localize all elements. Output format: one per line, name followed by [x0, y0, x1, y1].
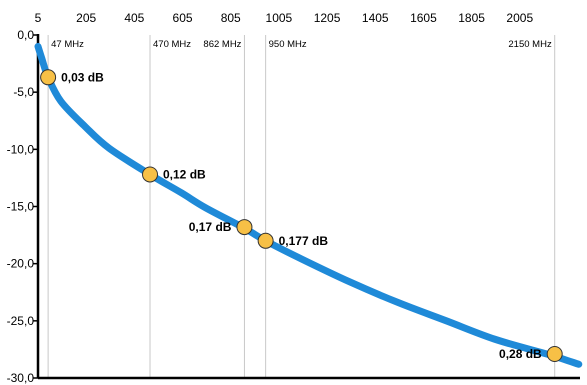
data-label: 0,12 dB — [163, 167, 206, 181]
y-tick-label: -15,0 — [7, 200, 35, 214]
frequency-label: 470 MHz — [153, 39, 191, 50]
x-tick-label: 605 — [173, 11, 193, 25]
data-point-marker — [257, 232, 274, 249]
x-tick-label: 1205 — [314, 11, 341, 25]
x-tick-label: 5 — [35, 11, 42, 25]
x-tick-label: 1805 — [458, 11, 485, 25]
frequency-label: 47 MHz — [51, 39, 84, 50]
data-label: 0,03 dB — [61, 70, 104, 84]
x-tick-labels: 5 205 405 605 805 1005 1205 1405 1605 1805 2005 — [35, 11, 534, 25]
y-tick-label: -5,0 — [13, 85, 34, 99]
x-tick-label: 1005 — [266, 11, 293, 25]
marker-labels: 0,03 dB 0,12 dB 0,17 dB 0,177 dB 0,28 dB — [61, 70, 542, 361]
frequency-label: 2150 MHz — [508, 39, 552, 50]
data-label: 0,177 dB — [279, 234, 329, 248]
x-tick-label: 405 — [124, 11, 144, 25]
y-tick-label: -10,0 — [7, 142, 35, 156]
frequency-label: 950 MHz — [269, 39, 307, 50]
y-tick-label: -30,0 — [7, 371, 35, 385]
y-tick-label: -25,0 — [7, 314, 35, 328]
data-point-marker — [236, 219, 253, 236]
markers-group — [40, 69, 563, 362]
series-group — [34, 42, 583, 368]
x-tick-label: 805 — [221, 11, 241, 25]
x-tick-label: 1605 — [410, 11, 437, 25]
data-point-marker — [142, 166, 159, 183]
data-point-marker — [546, 345, 563, 362]
x-tick-label: 205 — [76, 11, 96, 25]
attenuation-series-line — [34, 42, 583, 368]
data-label: 0,17 dB — [189, 220, 232, 234]
axes — [33, 34, 580, 380]
x-tick-label: 2005 — [506, 11, 533, 25]
grid-lines — [47, 35, 556, 378]
y-tick-label: 0,0 — [17, 28, 34, 42]
y-tick-labels: 0,0 -5,0 -10,0 -15,0 -20,0 -25,0 -30,0 — [7, 28, 35, 385]
frequency-label: 862 MHz — [203, 39, 241, 50]
data-point-marker — [40, 69, 57, 86]
data-label: 0,28 dB — [499, 347, 542, 361]
y-tick-label: -20,0 — [7, 257, 35, 271]
x-tick-label: 1405 — [362, 11, 389, 25]
frequency-labels: 47 MHz 470 MHz 862 MHz 950 MHz 2150 MHz — [51, 39, 552, 50]
